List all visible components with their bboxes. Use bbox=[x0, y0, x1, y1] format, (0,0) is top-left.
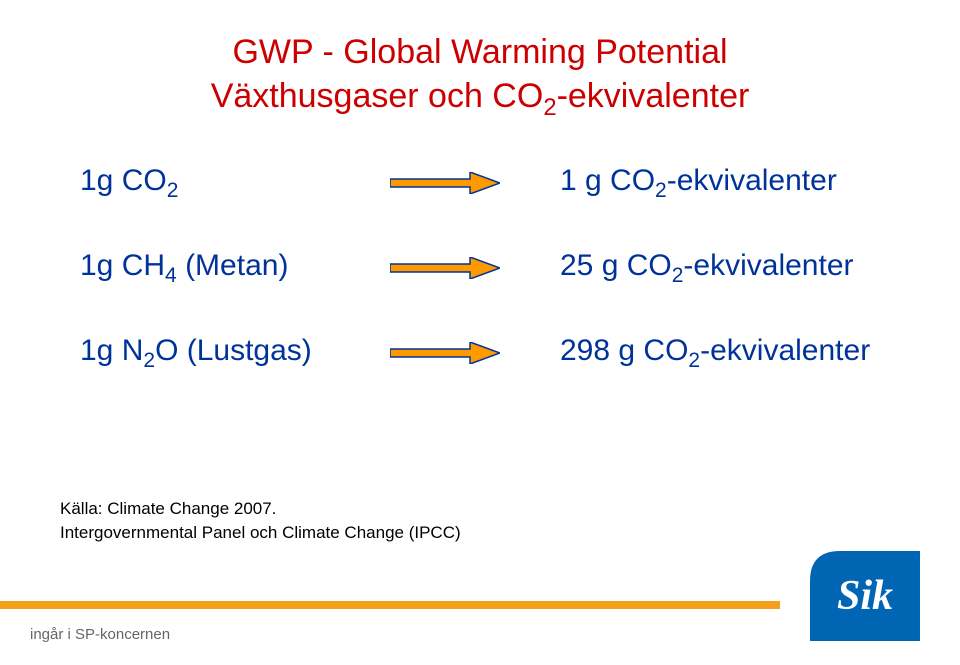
source-citation: Källa: Climate Change 2007. Intergovernm… bbox=[60, 497, 461, 545]
row-right-post: -ekvivalenter bbox=[683, 249, 853, 282]
row-right-label: 298 g CO2-ekvivalenter bbox=[530, 334, 870, 373]
arrow-icon bbox=[390, 342, 500, 364]
slide: GWP - Global Warming Potential Växthusga… bbox=[0, 0, 960, 665]
row-left-sub: 2 bbox=[143, 349, 155, 372]
row-left-post: (Metan) bbox=[177, 249, 289, 282]
row-right-sub: 2 bbox=[672, 264, 684, 287]
row-right-sub: 2 bbox=[688, 349, 700, 372]
sik-logo: Sik bbox=[810, 551, 920, 641]
row-right-post: -ekvivalenter bbox=[667, 164, 837, 197]
row-left-sub: 2 bbox=[167, 179, 179, 202]
row-left-pre: 1g CO bbox=[80, 164, 167, 197]
row-left-label: 1g CH4 (Metan) bbox=[80, 249, 390, 288]
equivalence-row: 1g CH4 (Metan) 25 g CO2-ekvivalenter bbox=[80, 249, 880, 288]
equivalence-row: 1g N2O (Lustgas)298 g CO2-ekvivalenter bbox=[80, 334, 880, 373]
row-right-pre: 298 g CO bbox=[560, 334, 688, 367]
title-line-2: Växthusgaser och CO2-ekvivalenter bbox=[60, 74, 900, 124]
title-text-1: GWP - Global Warming Potential bbox=[232, 33, 727, 71]
title-text-2a: Växthusgaser och CO bbox=[211, 77, 544, 115]
row-right-post: -ekvivalenter bbox=[700, 334, 870, 367]
footer-text: ingår i SP-koncernen bbox=[30, 626, 170, 643]
arrow-icon bbox=[390, 257, 500, 279]
row-left-pre: 1g CH bbox=[80, 249, 165, 282]
row-left-post: O (Lustgas) bbox=[155, 334, 312, 367]
title-text-2b: -ekvivalenter bbox=[557, 77, 750, 115]
equivalence-rows: 1g CO21 g CO2-ekvivalenter1g CH4 (Metan)… bbox=[60, 164, 900, 373]
arrow-icon bbox=[390, 172, 500, 194]
slide-title: GWP - Global Warming Potential Växthusga… bbox=[60, 30, 900, 124]
source-line-2: Intergovernmental Panel och Climate Chan… bbox=[60, 521, 461, 545]
arrow-cell bbox=[390, 257, 530, 279]
source-line-1: Källa: Climate Change 2007. bbox=[60, 497, 461, 521]
arrow-cell bbox=[390, 172, 530, 194]
row-left-label: 1g N2O (Lustgas) bbox=[80, 334, 390, 373]
equivalence-row: 1g CO21 g CO2-ekvivalenter bbox=[80, 164, 880, 203]
arrow-cell bbox=[390, 342, 530, 364]
title-line-1: GWP - Global Warming Potential bbox=[60, 30, 900, 74]
row-right-label: 1 g CO2-ekvivalenter bbox=[530, 164, 837, 203]
logo-text: Sik bbox=[837, 573, 893, 619]
row-left-pre: 1g N bbox=[80, 334, 143, 367]
row-right-sub: 2 bbox=[655, 179, 667, 202]
row-right-label: 25 g CO2-ekvivalenter bbox=[530, 249, 854, 288]
row-right-pre: 1 g CO bbox=[560, 164, 655, 197]
row-left-label: 1g CO2 bbox=[80, 164, 390, 203]
title-sub: 2 bbox=[543, 94, 556, 121]
row-right-pre: 25 g CO bbox=[560, 249, 672, 282]
footer-accent-bar bbox=[0, 601, 780, 609]
row-left-sub: 4 bbox=[165, 264, 177, 287]
